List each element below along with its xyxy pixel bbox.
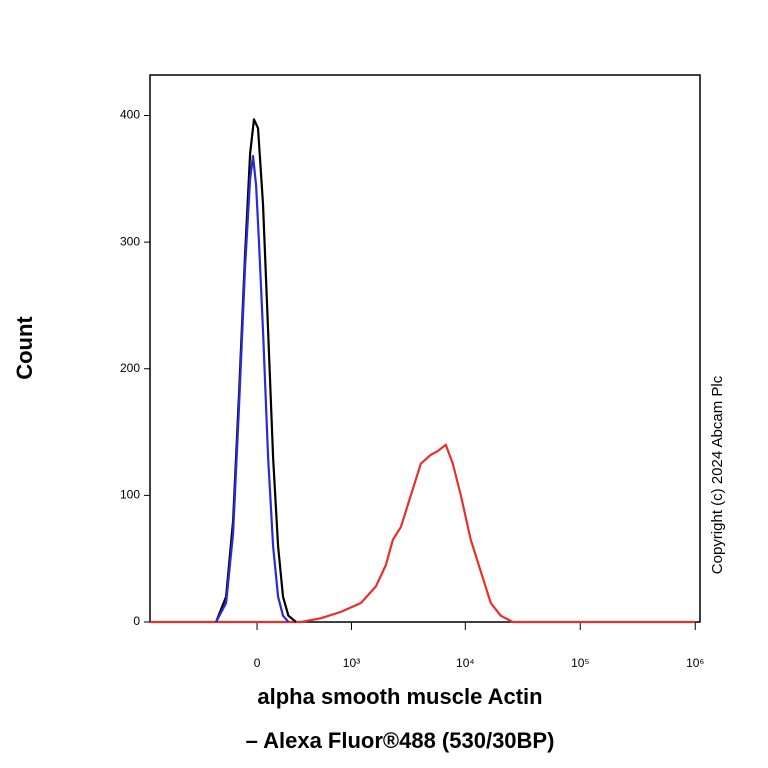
x-tick-label: 10³ xyxy=(343,656,360,670)
y-axis-label: Count xyxy=(12,316,37,380)
x-tick-label: 10⁶ xyxy=(686,656,704,670)
x-tick-label: 0 xyxy=(254,656,261,670)
plot-frame xyxy=(149,74,701,623)
y-tick-label: 300 xyxy=(120,234,140,248)
y-tick-label: 0 xyxy=(133,614,140,628)
x-axis-label: – Alexa Fluor®488 (530/30BP) xyxy=(246,728,555,753)
y-tick-label: 400 xyxy=(120,108,140,122)
x-tick-label: 10⁵ xyxy=(571,656,589,670)
y-tick-label: 100 xyxy=(120,488,140,502)
y-tick-label: 200 xyxy=(120,361,140,375)
x-tick-label: 10⁴ xyxy=(456,656,475,670)
copyright: Copyright (c) 2024 Abcam Plc xyxy=(709,375,726,574)
histogram-line xyxy=(150,443,696,624)
x-axis-label: alpha smooth muscle Actin xyxy=(257,684,542,709)
histogram-line xyxy=(215,154,290,623)
